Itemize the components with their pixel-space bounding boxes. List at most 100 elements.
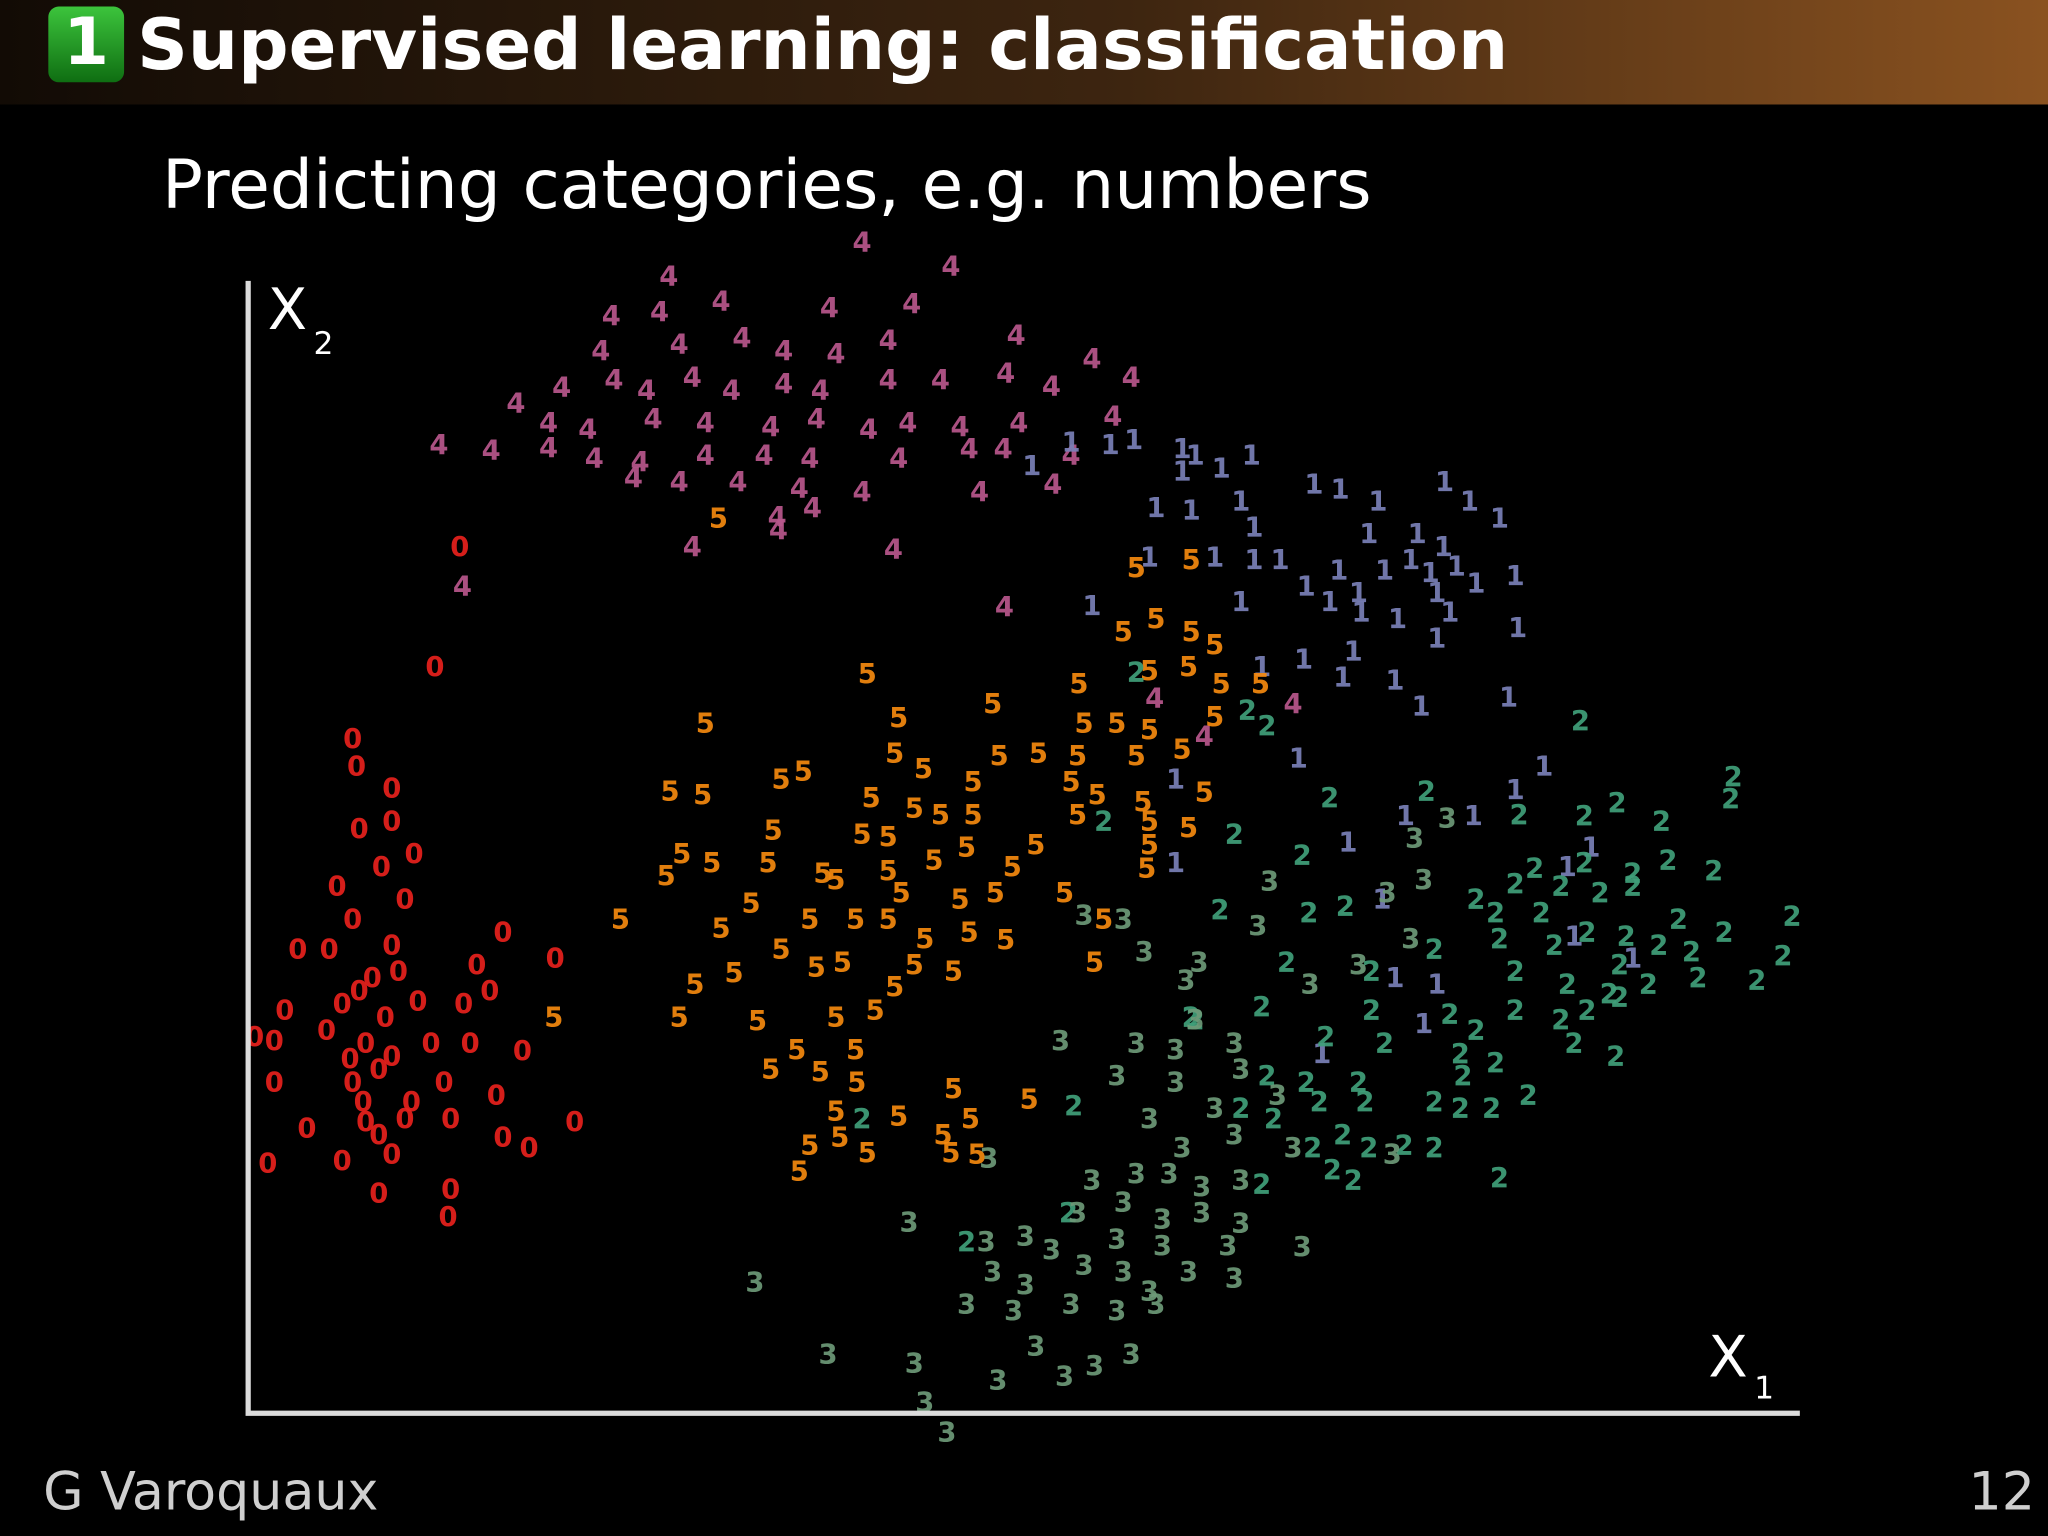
digit-point: 2 — [1551, 872, 1570, 903]
digit-point: 3 — [1173, 1133, 1192, 1164]
digit-point: 3 — [1075, 1250, 1094, 1281]
digit-point: 1 — [1414, 1009, 1433, 1040]
digit-point: 1 — [1212, 454, 1231, 485]
digit-point: 3 — [1055, 1361, 1074, 1392]
digit-point: 1 — [1375, 556, 1394, 587]
digit-point: 1 — [1173, 456, 1192, 487]
digit-point: 5 — [702, 848, 721, 879]
digit-point: 1 — [1464, 801, 1483, 832]
digit-point: 2 — [1506, 869, 1525, 900]
digit-point: 2 — [1610, 950, 1629, 981]
digit-point: 3 — [1231, 1166, 1250, 1197]
digit-point: 5 — [811, 1057, 830, 1088]
digit-point: 3 — [1135, 937, 1154, 968]
digit-point: 1 — [1396, 801, 1415, 832]
digit-point: 4 — [506, 388, 525, 419]
digit-point: 0 — [421, 1028, 440, 1059]
digit-point: 1 — [1435, 467, 1454, 498]
digit-point: 5 — [1088, 780, 1107, 811]
digit-point: 5 — [1127, 741, 1146, 772]
digit-point: 0 — [382, 806, 401, 837]
digit-point: 2 — [957, 1227, 976, 1258]
digit-point: 3 — [1042, 1235, 1061, 1266]
digit-point: 4 — [453, 571, 472, 602]
digit-point: 5 — [772, 934, 791, 965]
digit-point: 5 — [1140, 830, 1159, 861]
digit-point: 3 — [1401, 924, 1420, 955]
digit-point: 3 — [1284, 1133, 1303, 1164]
digit-point: 5 — [905, 793, 924, 824]
digit-point: 5 — [915, 924, 934, 955]
digit-point: 4 — [604, 365, 623, 396]
digit-point: 2 — [1525, 853, 1544, 884]
digit-point: 2 — [1277, 947, 1296, 978]
digit-point: 2 — [1747, 966, 1766, 997]
digit-point: 3 — [1127, 1159, 1146, 1190]
digit-point: 2 — [1575, 848, 1594, 879]
digit-point: 5 — [1094, 904, 1113, 935]
digit-point: 2 — [1490, 924, 1509, 955]
digit-point: 4 — [552, 373, 571, 404]
digit-point: 1 — [1244, 545, 1263, 576]
digit-point: 5 — [862, 783, 881, 814]
digit-point: 1 — [1508, 613, 1527, 644]
digit-point: 3 — [745, 1267, 764, 1298]
digit-point: 3 — [1225, 1028, 1244, 1059]
digit-point: 3 — [1166, 1035, 1185, 1066]
digit-point: 2 — [1225, 819, 1244, 850]
digit-point: 5 — [986, 878, 1005, 909]
digit-point: 3 — [1293, 1232, 1312, 1263]
digit-point: 3 — [1179, 1257, 1198, 1288]
digit-point: 4 — [950, 412, 969, 443]
digit-point: 5 — [709, 503, 728, 534]
digit-point: 0 — [467, 950, 486, 981]
digit-point: 5 — [847, 1068, 866, 1099]
digit-point: 5 — [941, 1138, 960, 1169]
digit-point: 2 — [1482, 1094, 1501, 1125]
digit-point: 5 — [858, 1138, 877, 1169]
digit-point: 3 — [1107, 1061, 1126, 1092]
digit-point: 5 — [858, 659, 877, 690]
digit-point: 1 — [1581, 832, 1600, 863]
digit-point: 5 — [685, 970, 704, 1001]
digit-point: 3 — [1114, 904, 1133, 935]
digit-point: 2 — [1724, 762, 1743, 793]
digit-point: 3 — [1231, 1055, 1250, 1086]
digit-point: 5 — [1179, 813, 1198, 844]
digit-point: 4 — [769, 515, 788, 546]
digit-point: 2 — [1509, 800, 1528, 831]
digit-point: 3 — [1107, 1296, 1126, 1327]
digit-point: 3 — [977, 1227, 996, 1258]
digit-point: 4 — [902, 289, 921, 320]
digit-point: 3 — [1192, 1172, 1211, 1203]
digit-point: 3 — [979, 1143, 998, 1174]
digit-point: 5 — [960, 917, 979, 948]
digit-point: 2 — [1395, 1130, 1414, 1161]
digit-point: 1 — [1388, 604, 1407, 635]
digit-point: 2 — [1059, 1198, 1078, 1229]
digit-point: 4 — [659, 262, 678, 293]
digit-point: 4 — [1007, 320, 1026, 351]
digit-point: 5 — [1127, 553, 1146, 584]
y-axis-label-sub: 2 — [313, 326, 333, 362]
digit-point: 4 — [811, 375, 830, 406]
digit-point: 1 — [1333, 663, 1352, 694]
section-badge — [48, 6, 125, 83]
digit-point: 0 — [343, 724, 362, 755]
digit-point: 5 — [764, 816, 783, 847]
digit-point: 3 — [1061, 1290, 1080, 1321]
digit-point: 5 — [657, 861, 676, 892]
digit-point: 5 — [1205, 702, 1224, 733]
digit-point: 5 — [772, 765, 791, 796]
digit-point: 5 — [1173, 735, 1192, 766]
digit-point: 4 — [1043, 469, 1062, 500]
digit-point: 0 — [288, 934, 307, 965]
digit-point: 1 — [1124, 425, 1143, 456]
digit-point: 0 — [438, 1202, 457, 1233]
digit-point: 0 — [546, 944, 565, 975]
digit-point: 0 — [343, 1068, 362, 1099]
digit-point: 3 — [1085, 1351, 1104, 1382]
digit-point: 1 — [1506, 561, 1525, 592]
digit-point: 5 — [866, 996, 885, 1027]
digit-point: 5 — [905, 950, 924, 981]
